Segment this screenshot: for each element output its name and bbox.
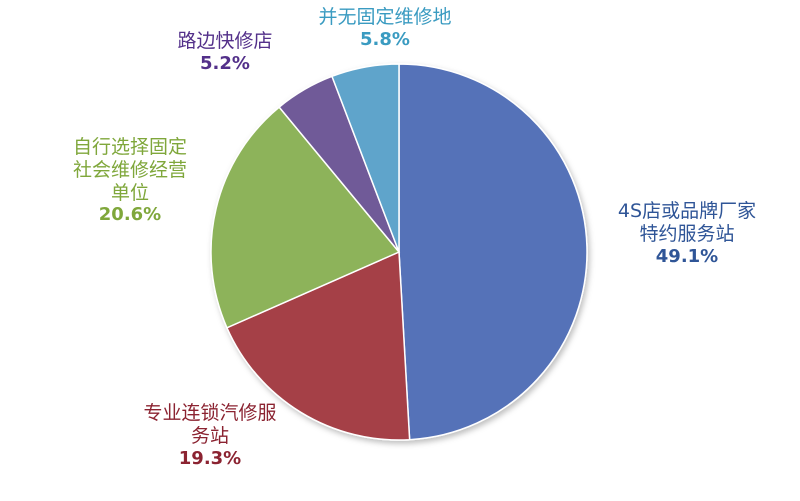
slice-name-no-fixed: 并无固定维修地 bbox=[318, 6, 452, 28]
slice-value-roadside: 5.2% bbox=[200, 52, 250, 74]
pie-slices bbox=[210, 63, 588, 441]
slice-value-self: 20.6% bbox=[98, 204, 162, 226]
slice-name-chain-line1: 专业连锁汽修服 bbox=[143, 402, 277, 424]
pie-slice-2 bbox=[210, 106, 401, 329]
slice-name-chain-line2: 务站 bbox=[190, 424, 229, 447]
slice-label-4s: 4S店或品牌厂家 特约服务站 49.1% bbox=[597, 200, 777, 267]
pie-slice-1 bbox=[225, 250, 411, 441]
slice-name-4s-line2: 特约服务站 bbox=[639, 222, 735, 245]
pie-slice-0 bbox=[398, 63, 588, 441]
slice-value-chain: 19.3% bbox=[178, 447, 242, 469]
slice-name-self-line3: 单位 bbox=[110, 181, 149, 204]
slice-value-no-fixed: 5.8% bbox=[360, 28, 410, 50]
slice-name-roadside: 路边快修店 bbox=[177, 30, 273, 52]
slice-label-chain: 专业连锁汽修服 务站 19.3% bbox=[120, 402, 300, 469]
slice-value-4s: 49.1% bbox=[655, 245, 719, 267]
slice-label-roadside: 路边快修店 5.2% bbox=[160, 30, 290, 74]
slice-name-self-line2: 社会维修经营 bbox=[72, 158, 187, 181]
slice-label-self-selected: 自行选择固定 社会维修经营 单位 20.6% bbox=[50, 136, 210, 226]
slice-name-4s-line1: 4S店或品牌厂家 bbox=[617, 200, 757, 222]
pie-slice-4 bbox=[331, 63, 400, 253]
slice-label-no-fixed: 并无固定维修地 5.8% bbox=[300, 6, 470, 50]
slice-name-self-line1: 自行选择固定 bbox=[72, 136, 187, 158]
